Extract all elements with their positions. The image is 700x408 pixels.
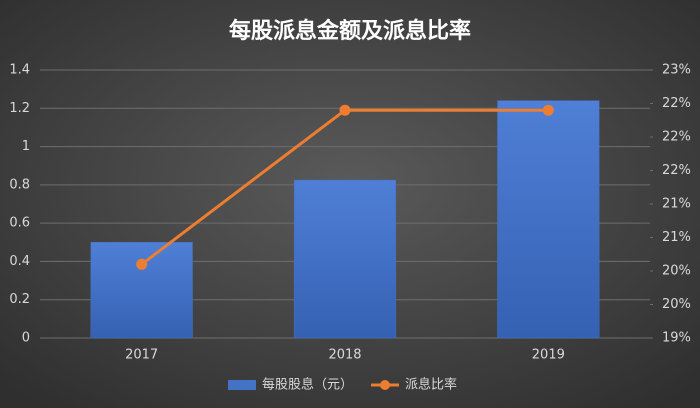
y2-tick-label: 22% (662, 96, 691, 111)
y2-tick-label: 22% (662, 130, 691, 145)
chart-title: 每股派息金额及派息比率 (229, 18, 471, 44)
y2-tick-label: 21% (662, 230, 691, 245)
line-point (339, 104, 351, 116)
y-tick-label: 0.2 (9, 292, 30, 307)
y2-tick-label: 23% (662, 63, 691, 78)
y-tick-label: 1 (22, 139, 30, 154)
line-point (542, 104, 554, 116)
y2-tick-label: 22% (662, 163, 691, 178)
x-tick-label: 2017 (125, 348, 158, 363)
y2-tick-label: 20% (662, 297, 691, 312)
x-tick-label: 2018 (328, 348, 361, 363)
legend-swatch (380, 380, 391, 390)
y-tick-label: 0.6 (9, 216, 30, 231)
y-tick-label: 1.2 (9, 101, 30, 116)
y-tick-label: 0.8 (9, 177, 30, 192)
y-tick-label: 1.4 (9, 63, 30, 78)
bar (497, 100, 600, 339)
line-point (136, 258, 148, 270)
x-tick-label: 2019 (532, 348, 565, 363)
y2-tick-label: 20% (662, 264, 691, 279)
legend-label: 每股股息（元） (262, 377, 353, 393)
y-tick-label: 0 (22, 331, 30, 346)
bar (90, 242, 193, 339)
y2-tick-label: 21% (662, 197, 691, 212)
legend-label: 派息比率 (405, 377, 457, 393)
bar (293, 179, 397, 339)
legend-swatch (228, 380, 256, 390)
y2-tick-label: 19% (662, 331, 691, 346)
y-tick-label: 0.4 (9, 254, 30, 269)
